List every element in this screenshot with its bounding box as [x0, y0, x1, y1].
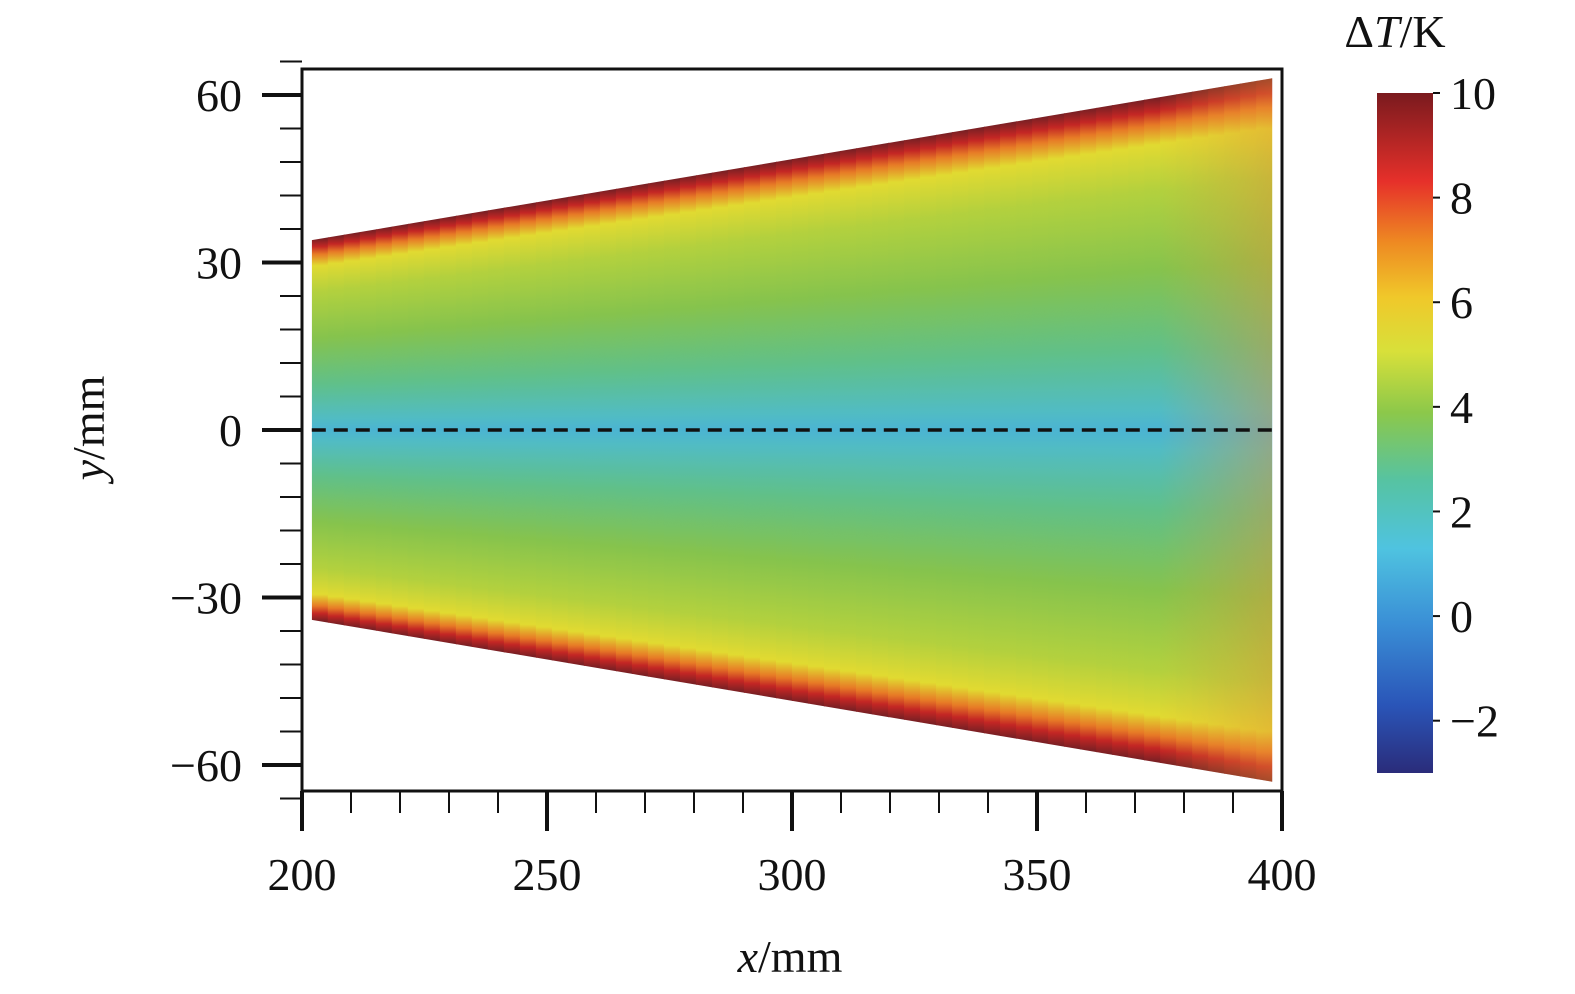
colorbar-label: ΔT/K	[1344, 6, 1445, 57]
colorbar-tick-label: 2	[1450, 486, 1473, 537]
y-tick-label: 0	[219, 405, 242, 456]
colorbar-tick-label: 6	[1450, 277, 1473, 328]
x-tick-label: 400	[1248, 849, 1317, 900]
y-tick-label: −30	[170, 573, 242, 624]
colorbar-tick-label: 10	[1450, 68, 1496, 119]
x-axis-ticks: 200 250 300 350 400	[268, 791, 1317, 900]
y-tick-label: 30	[196, 238, 242, 289]
y-axis-label: y/mm	[63, 375, 114, 484]
x-tick-label: 250	[513, 849, 582, 900]
colorbar-tick-label: 0	[1450, 591, 1473, 642]
colorbar-tick-label: −2	[1450, 696, 1499, 747]
colorbar-tick-label: 8	[1450, 173, 1473, 224]
colorbar-tick-label: 4	[1450, 382, 1473, 433]
x-axis-label: x/mm	[737, 931, 843, 982]
y-axis-ticks: 60 30 0 −30 −60	[170, 60, 302, 800]
colorbar	[1377, 93, 1433, 773]
y-tick-label: 60	[196, 70, 242, 121]
x-tick-label: 300	[758, 849, 827, 900]
colorbar-ticks: 10 8 6 4 2 0 −2	[1433, 68, 1499, 747]
x-tick-label: 350	[1003, 849, 1072, 900]
x-tick-label: 200	[268, 849, 337, 900]
field-noise	[311, 78, 1273, 782]
y-tick-label: −60	[170, 740, 242, 791]
